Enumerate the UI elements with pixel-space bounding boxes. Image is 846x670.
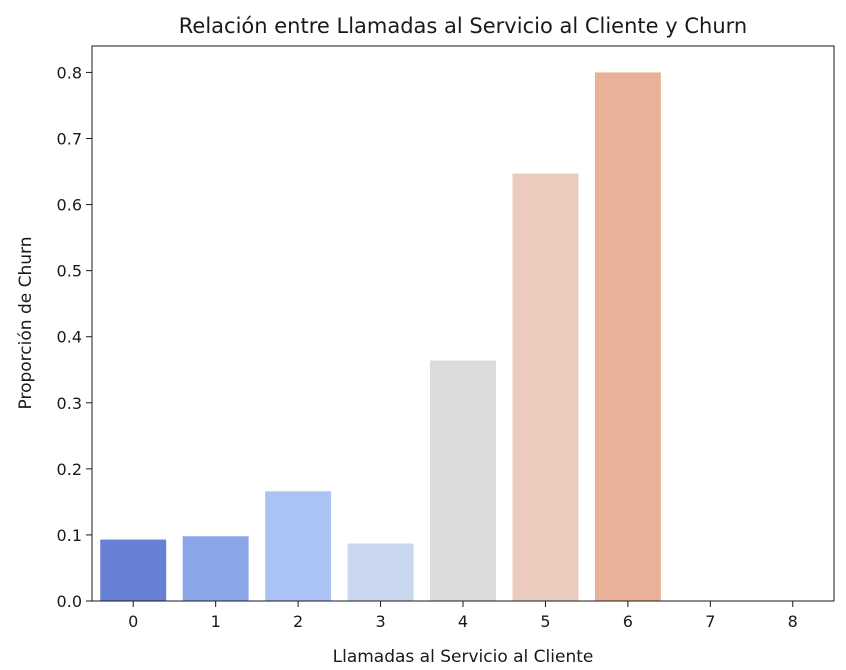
x-axis: 0 1 2 3 4 5 6 7 8 (128, 601, 798, 631)
bar-4 (430, 360, 496, 601)
x-tick-label: 7 (705, 612, 715, 631)
y-tick-label: 0.1 (57, 526, 82, 545)
y-axis: 0.0 0.1 0.2 0.3 0.4 0.5 0.6 0.7 0.8 (57, 63, 92, 611)
chart-title: Relación entre Llamadas al Servicio al C… (179, 14, 747, 38)
y-tick-label: 0.0 (57, 592, 82, 611)
bar-6 (594, 72, 661, 601)
bar-2 (265, 491, 332, 601)
bar-1 (182, 536, 249, 601)
y-tick-label: 0.6 (57, 196, 82, 215)
x-tick-label: 0 (128, 612, 138, 631)
bar-5 (512, 173, 579, 601)
bar-3 (347, 543, 414, 601)
y-tick-label: 0.4 (57, 328, 82, 347)
y-tick-label: 0.2 (57, 460, 82, 479)
bars-group (100, 72, 661, 601)
x-tick-label: 1 (211, 612, 221, 631)
x-axis-label: Llamadas al Servicio al Cliente (333, 647, 594, 667)
x-tick-label: 3 (375, 612, 385, 631)
y-tick-label: 0.7 (57, 130, 82, 149)
y-axis-label: Proporción de Churn (16, 237, 36, 410)
x-tick-label: 2 (293, 612, 303, 631)
y-tick-label: 0.5 (57, 262, 82, 281)
y-tick-label: 0.3 (57, 394, 82, 413)
x-tick-label: 8 (788, 612, 798, 631)
bar-0 (100, 539, 167, 601)
x-tick-label: 5 (540, 612, 550, 631)
y-tick-label: 0.8 (57, 63, 82, 82)
x-tick-label: 4 (458, 612, 468, 631)
x-tick-label: 6 (623, 612, 633, 631)
